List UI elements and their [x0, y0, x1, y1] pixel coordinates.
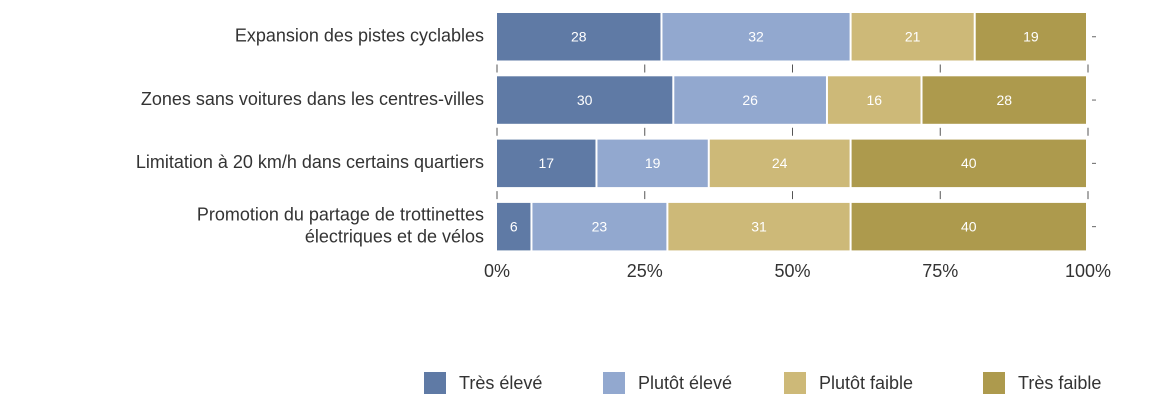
legend-label: Très faible — [1018, 373, 1101, 393]
value-label: 32 — [748, 28, 764, 44]
bar-segment — [668, 202, 850, 251]
value-label: 19 — [1023, 28, 1039, 44]
bar-segment — [674, 76, 826, 124]
bar-segment — [497, 139, 596, 188]
value-label: 28 — [571, 28, 587, 44]
bar-segment — [497, 13, 661, 61]
category-label: Zones sans voitures dans les centres-vil… — [141, 89, 484, 109]
legend-swatch — [983, 372, 1005, 394]
legend-swatch — [603, 372, 625, 394]
legend-swatch — [784, 372, 806, 394]
bar-segment — [975, 13, 1086, 61]
bar-segment — [597, 139, 708, 188]
bar-segment — [497, 76, 673, 124]
value-label: 16 — [866, 92, 882, 108]
bar-segment — [497, 202, 531, 251]
bar-segment — [827, 76, 921, 124]
legend-label: Plutôt faible — [819, 373, 913, 393]
value-label: 23 — [592, 218, 608, 234]
value-label: 40 — [961, 218, 977, 234]
category-label: Limitation à 20 km/h dans certains quart… — [136, 152, 484, 172]
bar-segment — [709, 139, 850, 188]
bar-segment — [851, 139, 1086, 188]
value-label: 19 — [645, 155, 661, 171]
value-label: 26 — [742, 92, 758, 108]
category-label: Expansion des pistes cyclables — [235, 26, 484, 46]
value-label: 21 — [905, 28, 921, 44]
x-tick-label: 75% — [922, 261, 958, 281]
x-tick-label: 50% — [774, 261, 810, 281]
bar-segment — [662, 13, 850, 61]
bar-segment — [532, 202, 667, 251]
value-label: 31 — [751, 218, 767, 234]
category-label: Promotion du partage de trottinettes élec… — [197, 204, 484, 246]
value-label: 30 — [577, 92, 593, 108]
bar-segment — [922, 76, 1086, 124]
value-label: 17 — [538, 155, 554, 171]
legend-label: Plutôt élevé — [638, 373, 732, 393]
bar-segment — [851, 13, 974, 61]
bar-segment — [851, 202, 1086, 251]
value-label: 28 — [996, 92, 1012, 108]
value-label: 6 — [510, 218, 518, 234]
x-tick-label: 0% — [484, 261, 510, 281]
value-label: 40 — [961, 155, 977, 171]
legend-swatch — [424, 372, 446, 394]
x-tick-label: 100% — [1065, 261, 1111, 281]
value-label: 24 — [772, 155, 788, 171]
legend-label: Très élevé — [459, 373, 542, 393]
x-tick-label: 25% — [627, 261, 663, 281]
